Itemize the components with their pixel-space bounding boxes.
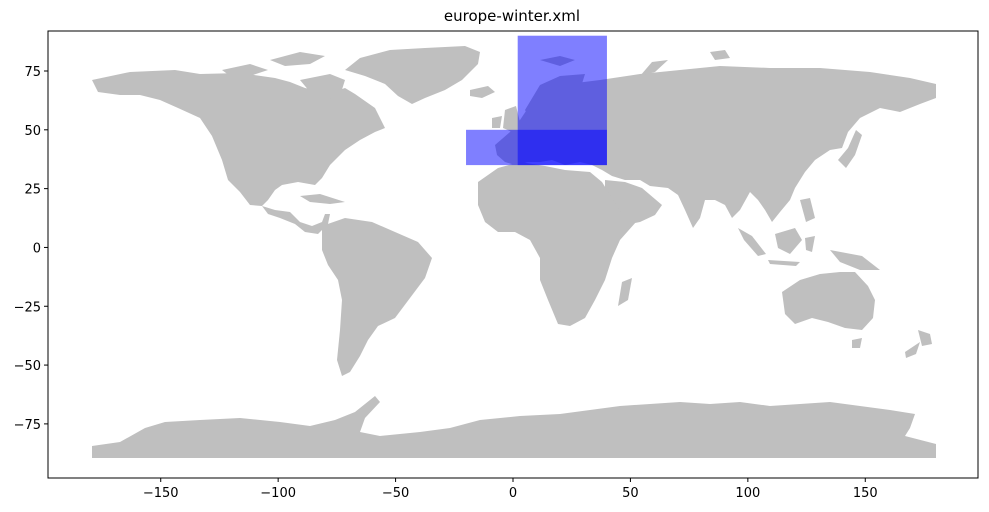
island-cuba [300, 194, 345, 204]
y-tick-label: −75 [14, 418, 41, 433]
island-novaya-zemlya [640, 60, 668, 76]
island-great-britain [503, 106, 520, 132]
island-philippines [800, 198, 815, 222]
island-sumatra [738, 228, 766, 256]
y-tick-label: 50 [24, 124, 41, 139]
highlight-region-2 [466, 129, 607, 166]
landmass-south-america [322, 218, 432, 376]
island-sulawesi [805, 236, 815, 252]
x-tick-label: 0 [509, 486, 517, 501]
axes-frame: −150 −100 −50 0 50 100 150 75 50 25 0 −25 −50 −75 [14, 30, 979, 501]
y-tick-label: 75 [24, 65, 41, 80]
y-tick-label: −25 [14, 300, 41, 315]
landmass-africa [478, 162, 636, 326]
island-new-zealand-north [918, 330, 932, 346]
landmass-australia [782, 272, 875, 330]
x-tick-label: −50 [382, 486, 409, 501]
landmass-north-america [92, 70, 385, 206]
island-new-zealand-south [905, 342, 920, 358]
island-ireland [492, 116, 502, 128]
x-tick-label: 150 [853, 486, 878, 501]
island-tasmania [852, 338, 862, 348]
x-tick-label: 100 [735, 486, 760, 501]
x-tick-label: −100 [260, 486, 296, 501]
landmass-antarctica [92, 396, 936, 458]
y-tick-label: 0 [33, 241, 41, 256]
y-tick-label: −50 [14, 359, 41, 374]
highlight-regions [466, 35, 607, 166]
island-madagascar [618, 278, 632, 306]
land-layer [92, 46, 936, 458]
island-borneo [775, 228, 802, 254]
x-tick-label: 50 [622, 486, 639, 501]
landmass-greenland [345, 46, 480, 104]
chart-title: europe-winter.xml [443, 7, 581, 25]
island-severnaya-zemlya [710, 50, 730, 60]
island-iceland [470, 86, 495, 98]
x-tick-label: −150 [143, 486, 179, 501]
island-new-guinea [830, 250, 880, 270]
island-baffin [300, 74, 345, 100]
island-arctic-1 [222, 64, 268, 76]
island-japan [838, 130, 862, 168]
island-arctic-2 [270, 52, 325, 66]
landmass-central-america [262, 206, 330, 234]
island-java [768, 260, 800, 266]
y-tick-label: 25 [24, 183, 41, 198]
